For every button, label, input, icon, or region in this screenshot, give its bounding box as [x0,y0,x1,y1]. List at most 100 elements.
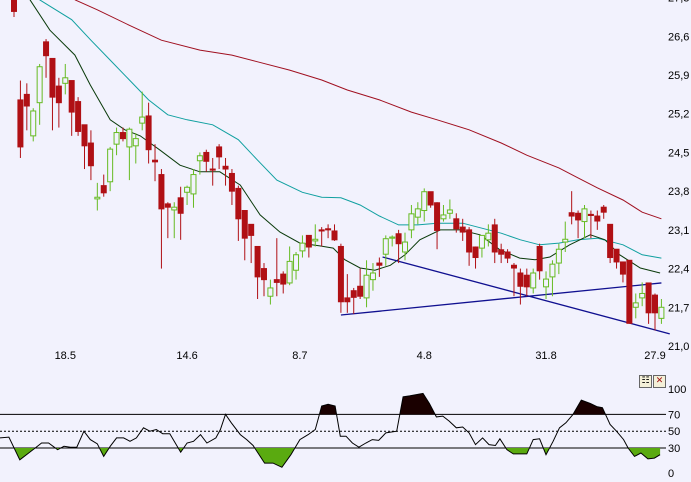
candle-body [357,285,364,297]
candle-body [607,223,614,259]
candle [434,202,441,250]
candle [190,169,197,208]
candle-body [402,241,409,253]
candle-body [36,66,43,104]
candle [337,243,344,313]
date-tick-label: 8.7 [292,350,307,362]
candle-body [222,165,229,170]
price-tick-label: 24,5 [668,147,689,159]
candle-body [619,261,626,275]
candle-body [209,168,216,171]
candle-body [382,238,389,255]
candle [594,210,601,230]
candle-body [466,229,473,253]
candle [427,191,434,208]
candle-body [68,80,75,113]
candle [196,152,203,175]
panel-settings-button[interactable]: ☷ [639,375,652,388]
candle [139,91,146,131]
panel-close-button[interactable]: ✕ [653,375,666,388]
moving-average-short [29,0,661,274]
candle [254,245,261,299]
candle-body [658,306,665,319]
price-tick-label: 25,2 [668,109,689,121]
candle-body [543,278,550,288]
candle-body [177,197,184,214]
candle-body [408,213,415,231]
candle-body [363,274,370,299]
candle [402,232,409,261]
price-tick-label: 23,1 [668,225,689,237]
candle [216,144,223,170]
candle [613,248,620,269]
candle-body [87,142,94,167]
candle [639,282,646,307]
candle [331,224,338,241]
candle-body [216,146,223,158]
candle-body [523,274,530,288]
candle-body [530,272,537,289]
candle [158,169,165,269]
candlesticks [11,0,665,331]
candle [562,221,569,252]
candle-body [587,213,594,216]
price-tick-label: 21,7 [668,302,689,314]
candle [414,202,421,225]
candle-body [453,218,460,230]
candle-body [325,228,332,231]
candle-body [421,191,428,212]
candle-body [30,110,37,137]
trendlines [340,256,670,335]
candle-body [626,259,633,324]
candle-body [632,302,639,308]
candle [472,246,479,269]
candle [510,263,517,297]
candle [184,185,191,205]
candle-body [472,246,479,259]
candle [395,229,402,264]
candle-body [62,77,69,84]
candle [286,246,293,286]
candle-body [568,212,575,217]
candle [626,259,633,324]
candle-body [152,159,159,163]
candle-body [555,248,562,264]
candle-body [49,57,56,98]
candle-body [196,155,203,162]
candle [363,260,370,308]
rsi-tick-label: 70 [668,409,680,421]
candle-body [139,116,146,124]
candle-body [164,203,171,208]
candle-body [273,279,280,283]
candle-body [184,186,191,193]
candle [299,235,306,258]
candle-body [337,245,344,303]
candle [446,199,453,219]
rsi-tick-label: 0 [668,468,674,480]
candle-body [107,148,114,183]
candle-body [369,272,376,281]
candle-body [344,297,351,303]
candle-body [119,132,126,140]
candle-body [594,215,601,222]
candle-body [350,290,357,298]
candle-body [389,236,396,239]
candle [517,268,524,305]
rsi-tick-label: 50 [668,426,680,438]
candle-body [100,185,107,194]
candle-body [504,251,511,259]
candle [325,224,332,239]
candle [36,63,43,125]
candle-body [613,248,620,263]
candle [491,218,498,264]
moving-average-long [74,0,662,220]
candle-body [427,191,434,206]
candle-body [241,210,248,239]
candle [145,102,152,164]
candle [11,0,17,17]
candle [485,224,492,247]
close-icon: ✕ [655,376,664,386]
candle-body [600,206,607,213]
candle [587,210,594,239]
